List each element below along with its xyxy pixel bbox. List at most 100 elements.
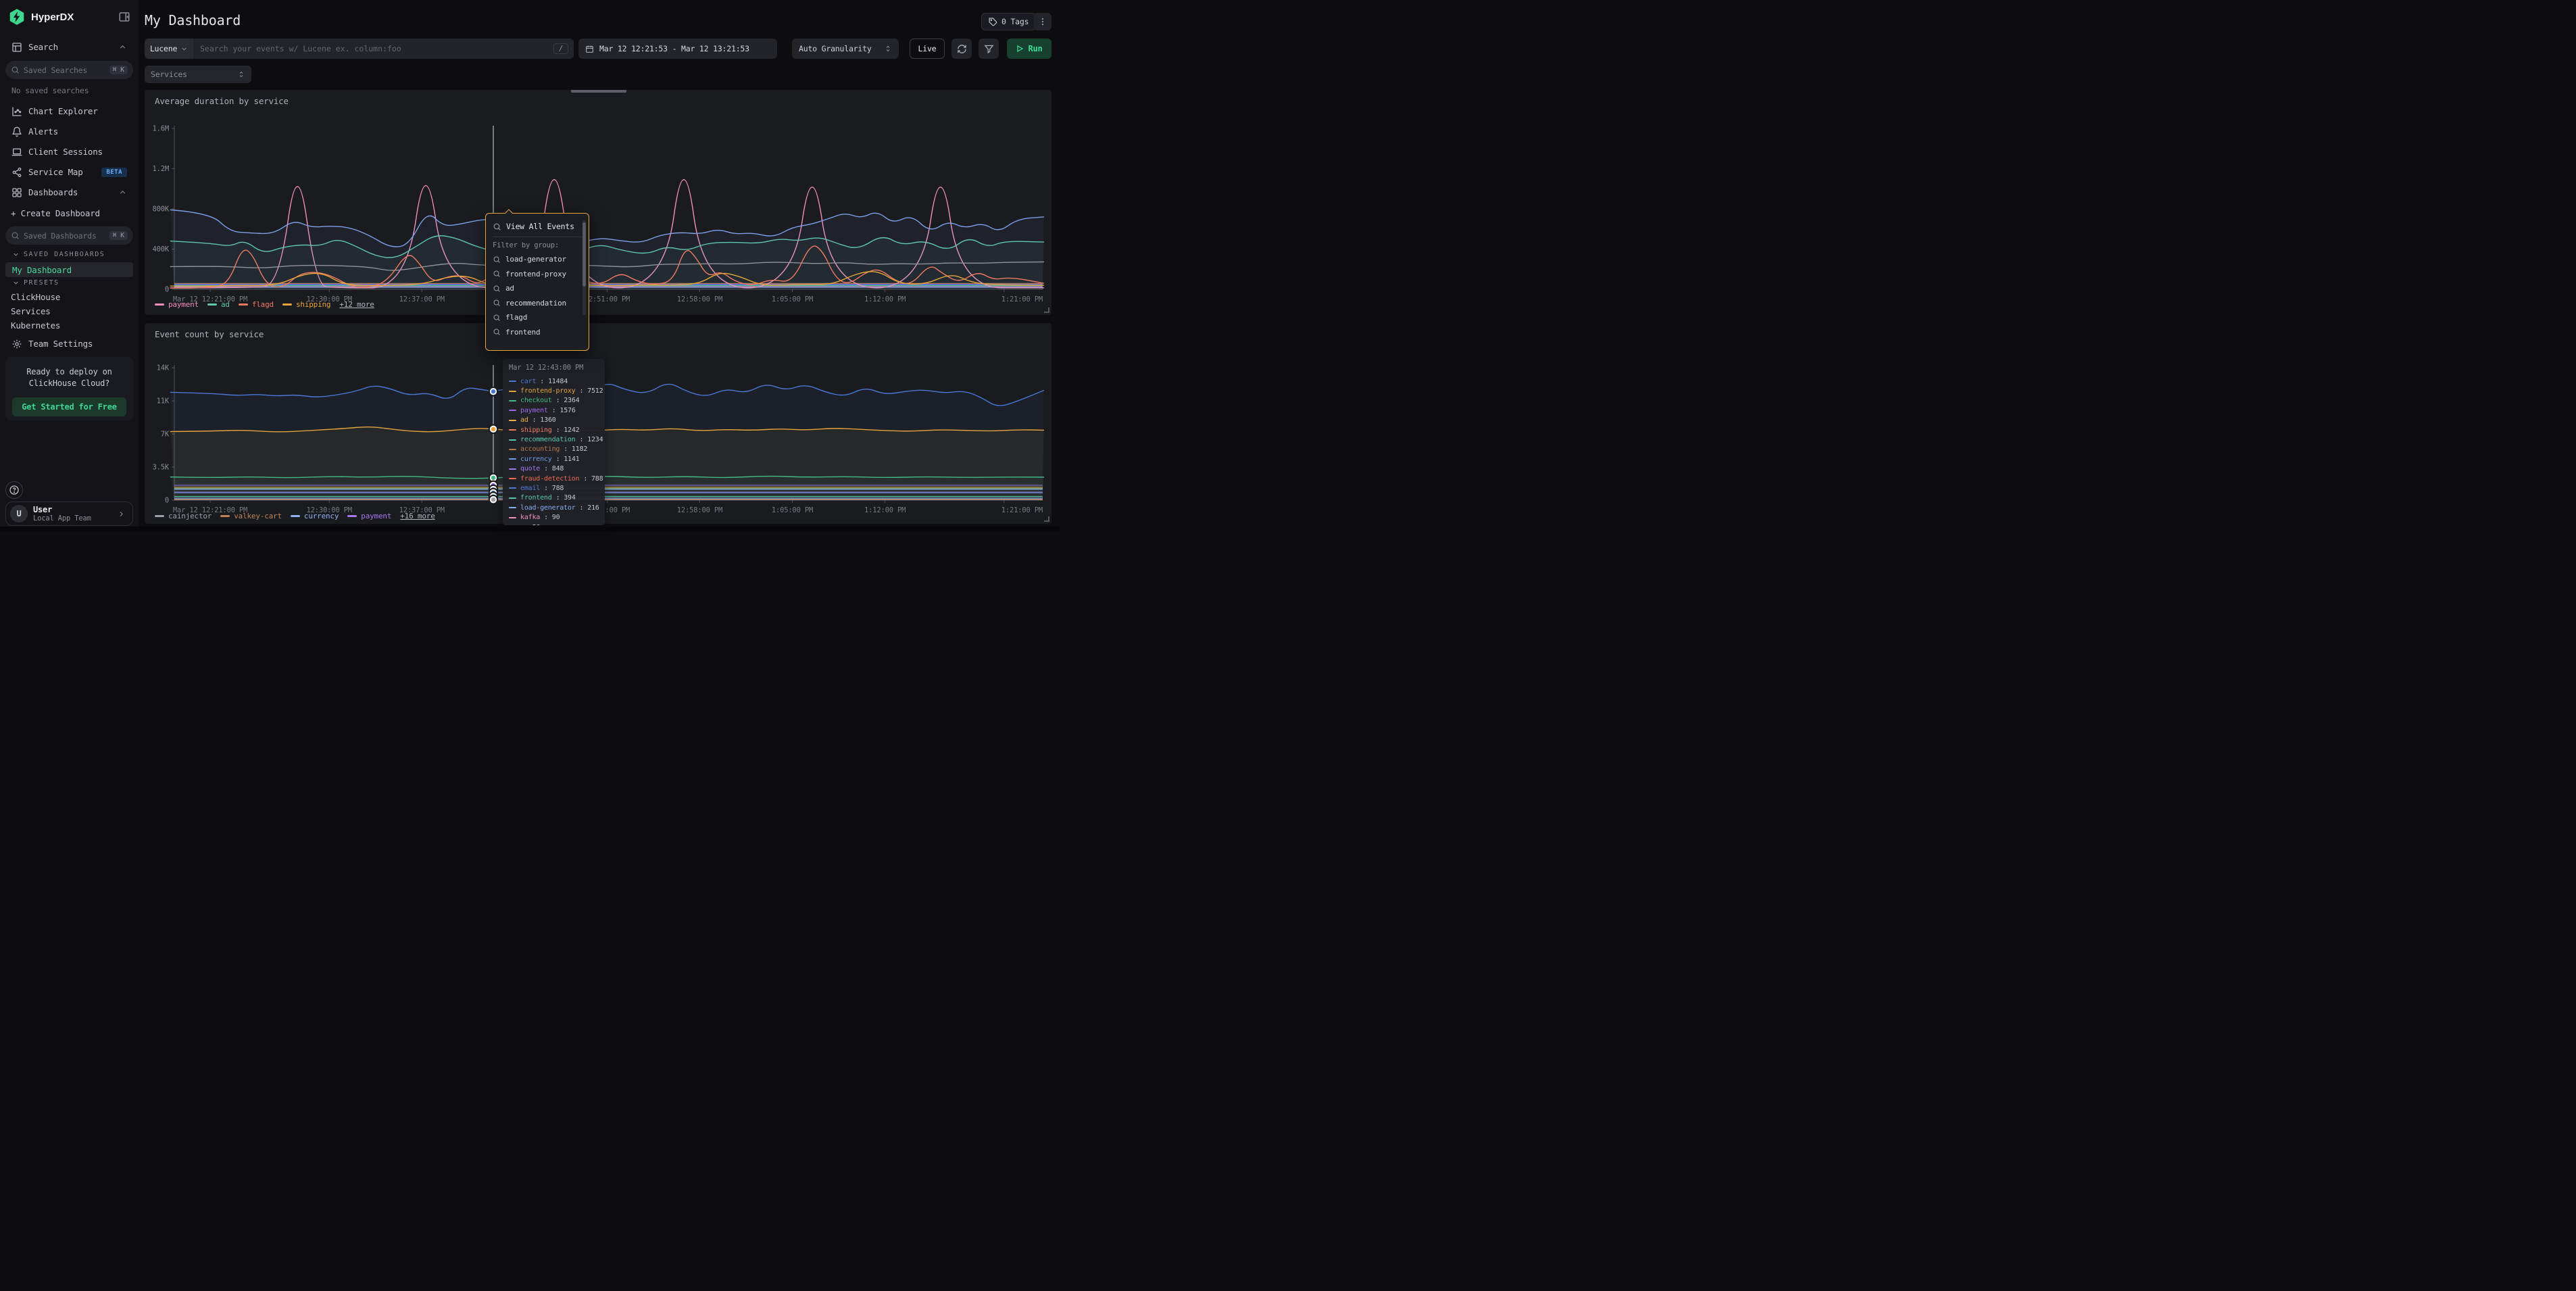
create-dashboard-button[interactable]: + Create Dashboard [11, 208, 100, 218]
legend-item[interactable]: ad [207, 300, 230, 309]
legend-label: valkey-cart [234, 512, 282, 520]
event-search-input[interactable] [193, 44, 553, 53]
dashboard-menu-button[interactable] [1033, 13, 1051, 30]
x-axis-label: 12:58:00 PM [677, 295, 722, 303]
series-swatch [509, 439, 516, 441]
legend-item[interactable]: valkey-cart [220, 512, 282, 520]
y-axis-label: 0 [165, 286, 169, 294]
panel-title: Average duration by service [155, 96, 289, 106]
run-button[interactable]: Run [1007, 39, 1051, 59]
tooltip-row: fraud-detection : 788 [509, 474, 603, 483]
sidebar-nav-item[interactable]: Chart Explorer [5, 101, 133, 121]
series-value: : 1360 [532, 416, 556, 424]
x-axis-label: 12:30:00 PM [307, 295, 352, 303]
preset-dashboard-item[interactable]: ClickHouse [11, 292, 61, 302]
preset-dashboard-item[interactable]: Services [11, 306, 51, 316]
nav-label: Client Sessions [28, 147, 103, 157]
legend-item[interactable]: cainjector [155, 512, 212, 520]
filter-group-label: load-generator [505, 255, 566, 264]
tags-button[interactable]: 0 Tags [981, 13, 1037, 30]
saved-searches-input[interactable]: Saved Searches ⌘ K [5, 61, 133, 79]
cmd-k-shortcut: ⌘ K [109, 66, 128, 74]
sidebar-item-my-dashboard[interactable]: My Dashboard [5, 262, 133, 277]
filter-group-item[interactable]: load-generator [493, 252, 583, 267]
saved-dashboards-input[interactable]: Saved Dashboards ⌘ K [5, 226, 133, 245]
sidebar-nav-item[interactable]: Dashboards [5, 182, 133, 202]
refresh-button[interactable] [951, 39, 972, 59]
section-presets[interactable]: PRESETS [12, 279, 59, 287]
series-swatch [509, 487, 516, 489]
tooltip-row: frontend-proxy : 7512 [509, 386, 603, 395]
tooltip-rows: cart : 11484 frontend-proxy : 7512 check… [509, 376, 603, 525]
x-axis-label: 12:37:00 PM [399, 295, 445, 303]
series-name: kafka [520, 514, 541, 522]
preset-dashboard-item[interactable]: Kubernetes [11, 320, 61, 331]
panel-resize-handle[interactable] [1044, 516, 1049, 522]
popup-scrollbar[interactable] [583, 220, 586, 315]
panel-drag-handle[interactable] [571, 90, 626, 93]
filter-group-item[interactable]: recommendation [493, 296, 583, 311]
series-swatch [509, 390, 516, 392]
chart-canvas-event-count[interactable]: 14K 11K 7K 3.5K 0 Mar 12 12:21:00 PM 12:30:00 … [145, 323, 1051, 524]
live-button[interactable]: Live [910, 39, 945, 59]
filter-group-label: frontend-proxy [505, 269, 566, 278]
filter-group-item[interactable]: frontend [493, 325, 583, 340]
view-all-events-button[interactable]: View All Events [493, 219, 583, 234]
series-line-cart [170, 383, 1045, 406]
sidebar-nav-item[interactable]: Service Map BETA [5, 162, 133, 182]
bottom-edge [0, 527, 1060, 531]
panel-resize-handle[interactable] [1044, 308, 1049, 313]
sidebar-nav-item[interactable]: Client Sessions [5, 142, 133, 162]
filter-button[interactable] [979, 39, 999, 59]
x-axis-label: 1:05:00 PM [772, 506, 813, 514]
legend-item[interactable]: currency [290, 512, 339, 520]
user-menu[interactable]: U User Local App Team [5, 502, 133, 526]
sidebar-nav-item[interactable]: Alerts [5, 122, 133, 141]
chart-click-popup: View All Events Filter by group: load-ge… [485, 209, 589, 351]
legend-item[interactable]: flagd [238, 300, 274, 309]
nav-icon [11, 187, 22, 198]
series-swatch [509, 516, 516, 518]
legend-item[interactable]: shipping [282, 300, 331, 309]
legend-item[interactable]: payment [347, 512, 391, 520]
x-axis-label: 12:37:00 PM [399, 506, 445, 514]
sidebar-item-search[interactable]: Search [5, 37, 133, 57]
hyperdx-logo-icon [8, 8, 26, 26]
legend-more-link[interactable]: +12 more [339, 300, 374, 309]
sidebar-item-team-settings[interactable]: Team Settings [5, 334, 133, 354]
time-range-picker[interactable]: Mar 12 12:21:53 - Mar 12 13:21:53 [578, 39, 777, 59]
services-filter-select[interactable]: Services [145, 66, 251, 83]
sidebar-collapse-icon[interactable] [118, 11, 130, 23]
help-button[interactable] [5, 481, 23, 499]
y-axis-label: 7K [161, 431, 170, 439]
nav-label: Dashboards [28, 187, 78, 197]
marker-dot [489, 425, 497, 433]
nav-icon [11, 147, 22, 157]
filter-group-item[interactable]: flagd [493, 310, 583, 325]
filter-group-item[interactable]: frontend-proxy [493, 267, 583, 282]
filter-group-item[interactable]: ad [493, 281, 583, 296]
chart-svg: 1.6M 1.2M 800K 400K 0 Mar 12 12:21:00 PM 12:30… [153, 125, 1045, 303]
popup-scrollbar-thumb[interactable] [583, 222, 586, 287]
get-started-button[interactable]: Get Started for Free [12, 397, 126, 416]
legend-swatch [347, 515, 357, 517]
filter-by-group-label: Filter by group: [493, 241, 559, 249]
legend-item[interactable]: payment [155, 300, 199, 309]
legend-more-link[interactable]: +16 more [400, 512, 435, 520]
chart-canvas-avg-duration[interactable]: 1.6M 1.2M 800K 400K 0 Mar 12 12:21:00 PM 12:30… [145, 90, 1051, 315]
series-swatch [509, 448, 516, 450]
tooltip-row: cart : 11484 [509, 376, 599, 386]
view-all-events-label: View All Events [506, 222, 574, 231]
query-language-select[interactable]: Lucene [145, 39, 193, 59]
nav-label: Service Map [28, 167, 83, 177]
tooltip-row: payment : 1576 [509, 406, 599, 415]
section-saved-dashboards[interactable]: SAVED DASHBOARDS [12, 251, 105, 258]
series-line-shipping [170, 271, 1045, 287]
filter-group-label: recommendation [505, 298, 566, 308]
legend-label: payment [168, 300, 199, 309]
granularity-select[interactable]: Auto Granularity [792, 39, 899, 59]
slash-shortcut-key: / [553, 43, 568, 54]
tooltip-row: load-generator : 216 [509, 503, 599, 512]
refresh-icon [957, 44, 966, 53]
chevron-down-icon [14, 253, 18, 256]
